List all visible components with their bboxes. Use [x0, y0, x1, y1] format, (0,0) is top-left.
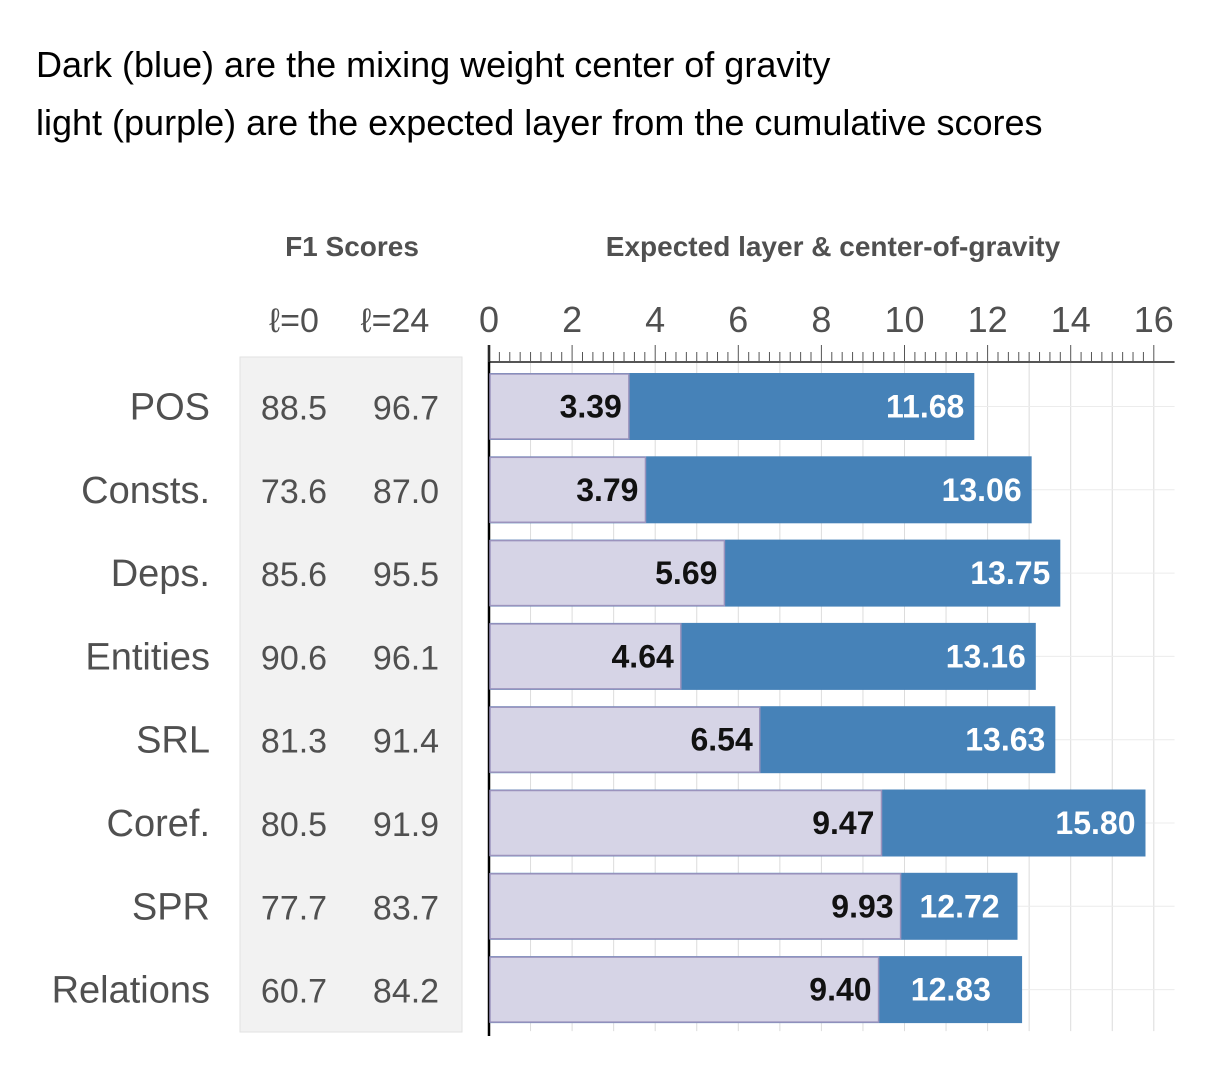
x-tick-label: 8: [811, 299, 831, 340]
column-header-l24: ℓ=24: [361, 302, 430, 340]
category-label: SRL: [136, 720, 210, 762]
f1-score-l0: 77.7: [261, 889, 327, 927]
expected-layer-label: 4.64: [612, 638, 674, 674]
f1-score-l24: 91.9: [373, 806, 439, 844]
expected-layer-bar: [489, 539, 726, 607]
labels: POS 88.5 96.7 3.39 11.68 Consts. 73.6 87.0 3.79 1…: [52, 387, 1136, 1012]
expected-layer-bar: [489, 956, 880, 1023]
chart-title: Expected layer & center-of-gravity: [606, 231, 1061, 262]
center-of-gravity-label: 12.72: [920, 888, 1000, 924]
f1-score-l0: 88.5: [261, 390, 327, 428]
category-label: Deps.: [111, 553, 210, 595]
expected-layer-bar: [489, 456, 647, 524]
f1-score-l0: 90.6: [261, 639, 327, 677]
f1-score-l24: 84.2: [373, 973, 439, 1011]
f1-score-l0: 80.5: [261, 806, 327, 844]
expected-layer-bar: [489, 373, 630, 440]
category-label: POS: [130, 387, 210, 429]
expected-layer-label: 3.79: [576, 472, 638, 508]
expected-layer-bar: [489, 706, 761, 773]
expected-layer-bar: [489, 789, 883, 857]
expected-layer-bar: [489, 623, 682, 690]
category-label: SPR: [132, 886, 210, 928]
center-of-gravity-label: 15.80: [1055, 805, 1135, 841]
x-tick-label: 2: [562, 299, 582, 340]
x-tick-label: 4: [645, 299, 665, 340]
center-of-gravity-label: 13.06: [942, 472, 1022, 508]
expected-layer-label: 9.47: [812, 805, 874, 841]
f1-score-l24: 91.4: [373, 723, 439, 761]
x-tick-label: 12: [968, 299, 1008, 340]
x-tick-label: 14: [1051, 299, 1091, 340]
bars: [489, 373, 1146, 1024]
caption-line-1: Dark (blue) are the mixing weight center…: [36, 44, 831, 85]
x-axis: 0 2 4 6 8 10 12 14 16: [479, 299, 1175, 1036]
expected-layer-label: 3.39: [560, 389, 622, 425]
center-of-gravity-label: 13.75: [970, 555, 1050, 591]
center-of-gravity-label: 11.68: [886, 389, 964, 425]
f1-score-l24: 95.5: [373, 556, 439, 594]
center-of-gravity-label: 13.16: [946, 638, 1026, 674]
category-label: Relations: [52, 970, 210, 1012]
column-header-l0: ℓ=0: [269, 302, 319, 340]
x-tick-label: 0: [479, 299, 499, 340]
f1-scores-header: F1 Scores: [285, 231, 419, 262]
f1-score-l24: 83.7: [373, 889, 439, 927]
x-tick-label: 16: [1134, 299, 1174, 340]
expected-layer-label: 6.54: [690, 722, 752, 758]
f1-score-panel: [239, 356, 463, 1033]
f1-score-l0: 73.6: [261, 473, 327, 511]
center-of-gravity-label: 12.83: [911, 972, 991, 1008]
f1-score-l0: 81.3: [261, 723, 327, 761]
f1-score-l24: 96.1: [373, 639, 439, 677]
f1-score-l24: 96.7: [373, 390, 439, 428]
center-of-gravity-label: 13.63: [965, 722, 1045, 758]
expected-layer-label: 5.69: [655, 555, 717, 591]
caption-line-2: light (purple) are the expected layer fr…: [36, 102, 1043, 143]
f1-score-l24: 87.0: [373, 473, 439, 511]
category-label: Coref.: [107, 803, 210, 845]
x-tick-label: 6: [728, 299, 748, 340]
category-label: Consts.: [81, 470, 210, 512]
expected-layer-label: 9.40: [809, 972, 871, 1008]
f1-score-l0: 60.7: [261, 973, 327, 1011]
expected-layer-bar: [489, 873, 902, 940]
f1-score-l0: 85.6: [261, 556, 327, 594]
expected-layer-label: 9.93: [831, 888, 893, 924]
x-tick-label: 10: [884, 299, 924, 340]
category-label: Entities: [85, 636, 210, 678]
